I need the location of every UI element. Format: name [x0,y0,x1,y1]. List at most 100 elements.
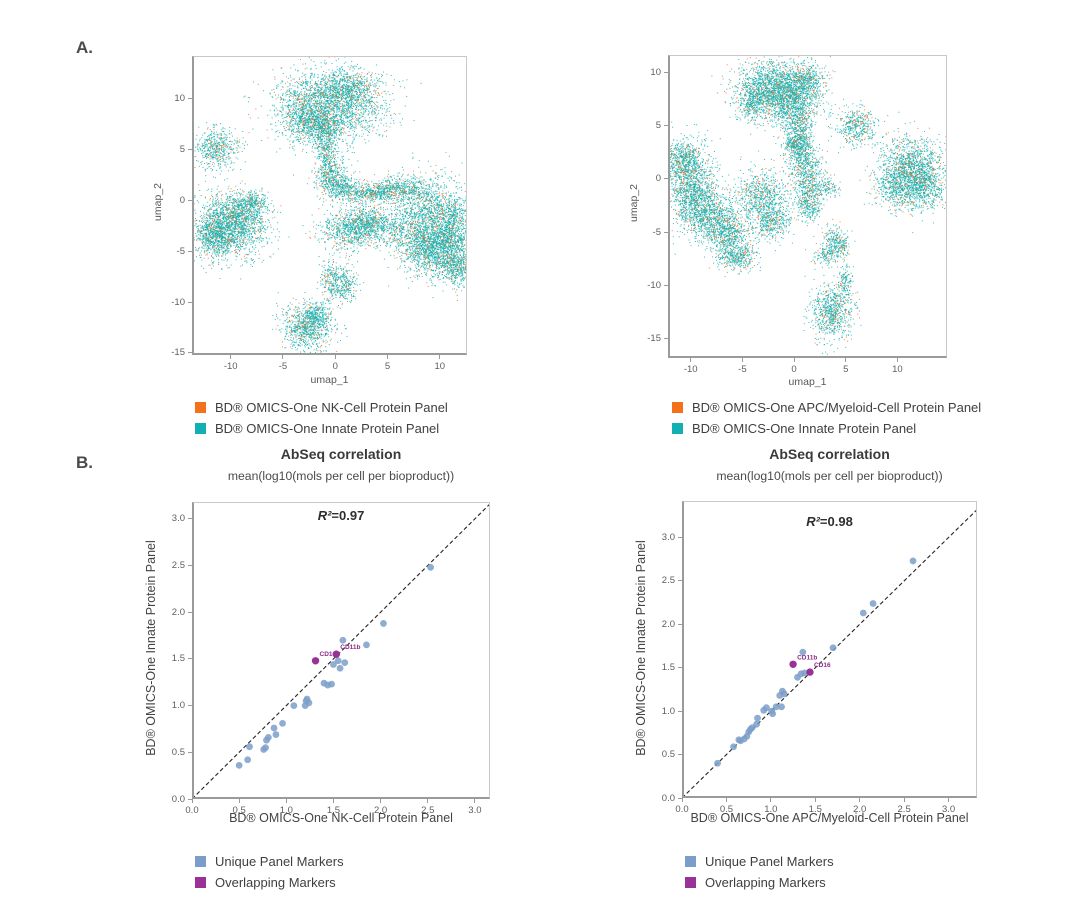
correlation-left-x-axis-label: BD® OMICS-One NK-Cell Protein Panel [229,811,453,825]
y-tick-mark [188,611,192,613]
x-tick-mark [793,358,795,362]
x-tick-mark [903,798,905,802]
y-tick-label: 5 [655,119,661,131]
x-tick-mark [282,355,284,359]
umap-left-x-axis-label: umap_1 [310,374,349,386]
y-tick-mark [188,705,192,707]
overlapping-marker-point [806,668,814,676]
overlapping-marker-point [332,650,340,658]
x-tick-label: 2.5 [421,805,435,816]
y-tick-label: 3.0 [171,513,185,525]
unique-marker-point [336,664,344,672]
x-tick-label: 10 [434,361,446,372]
unique-marker-point [794,673,801,681]
unique-marker-point [769,710,777,718]
x-tick-label: -5 [738,364,747,375]
legend-label: BD® OMICS-One Innate Protein Panel [692,421,917,436]
y-tick-label: 2.5 [661,575,675,587]
y-tick-mark [188,518,192,520]
x-tick-mark [238,799,240,803]
correlation-left-subtitle: mean(log10(mols per cell per bioproduct)… [227,469,455,483]
unique-marker-point [301,702,309,710]
y-tick-mark [664,71,668,73]
umap-right-legend: BD® OMICS-One APC/Myeloid-Cell Protein P… [672,397,981,439]
unique-marker-point [730,743,737,751]
y-tick-mark [664,124,668,126]
unique-marker-point [334,657,342,665]
y-tick-label: -15 [647,333,661,345]
overlapping-marker-label: CD16 [814,662,831,669]
legend-label: BD® OMICS-One NK-Cell Protein Panel [215,400,448,415]
panel-a-label: A. [76,38,93,57]
y-tick-mark [188,250,192,252]
unique-marker-point [279,719,286,727]
x-tick-label: 2.5 [897,804,911,815]
y-tick-mark [188,658,192,660]
y-tick-label: 0.0 [661,792,675,804]
y-tick-mark [678,754,682,756]
y-tick-label: 1.0 [171,700,185,712]
y-tick-mark [188,798,192,800]
unique-marker-point [235,761,243,769]
y-tick-mark [664,338,668,340]
x-tick-mark [387,355,389,359]
legend-label: Unique Panel Markers [705,854,834,869]
legend-label: Overlapping Markers [705,875,826,890]
x-tick-mark [230,355,232,359]
x-tick-mark [859,798,861,802]
legend-swatch [195,423,206,434]
x-tick-label: 2.0 [853,804,867,815]
legend-swatch [195,877,206,888]
y-tick-label: 0 [179,194,185,206]
unique-marker-point [272,731,280,738]
x-tick-label: 0.0 [675,804,689,815]
unique-marker-point [714,759,721,767]
x-tick-label: 0 [332,361,338,372]
x-tick-mark [334,355,336,359]
unique-marker-point [341,659,349,667]
umap-plot-right [668,55,947,358]
y-tick-label: 2.5 [171,560,185,571]
y-tick-label: -5 [176,245,185,257]
y-tick-label: 1.0 [661,705,675,717]
x-tick-label: 1.5 [808,804,822,815]
unique-marker-point [290,702,298,710]
legend-label: BD® OMICS-One Innate Protein Panel [215,421,440,436]
x-tick-mark [690,358,692,362]
legend-item: Overlapping Markers [685,872,834,893]
y-tick-label: 10 [174,93,185,105]
umap-plot-left [192,56,467,355]
correlation-right-subtitle: mean(log10(mols per cell per bioproduct)… [716,469,943,483]
correlation-left-legend: Unique Panel Markers Overlapping Markers [195,851,344,893]
correlation-plot-left: CD16 CD11b [192,502,490,799]
y-tick-label: 0.5 [171,746,185,758]
legend-item: Unique Panel Markers [195,851,344,872]
unique-marker-point [363,641,370,649]
y-tick-label: 0 [655,173,661,185]
x-tick-mark [380,799,382,803]
y-tick-mark [188,751,192,753]
overlapping-marker-label: CD11b [797,654,817,661]
y-tick-label: 0.5 [661,749,675,761]
x-tick-label: -10 [223,361,238,372]
identity-dashed-line [684,509,976,796]
legend-item: Unique Panel Markers [685,851,834,872]
legend-swatch [685,856,696,867]
x-tick-mark [681,798,683,802]
unique-marker-point [263,736,270,744]
unique-marker-point [427,563,434,571]
correlation-right-legend: Unique Panel Markers Overlapping Markers [685,851,834,893]
x-tick-mark [770,798,772,802]
y-tick-mark [188,352,192,354]
legend-swatch [195,402,206,413]
legend-swatch [685,877,696,888]
unique-marker-point [909,557,917,565]
legend-swatch [195,856,206,867]
x-tick-mark [427,799,429,803]
y-tick-mark [678,580,682,582]
unique-marker-point [772,703,780,711]
umap-right-x-axis-label: umap_1 [788,376,827,388]
x-tick-label: 3.0 [941,804,956,815]
y-tick-mark [188,98,192,100]
